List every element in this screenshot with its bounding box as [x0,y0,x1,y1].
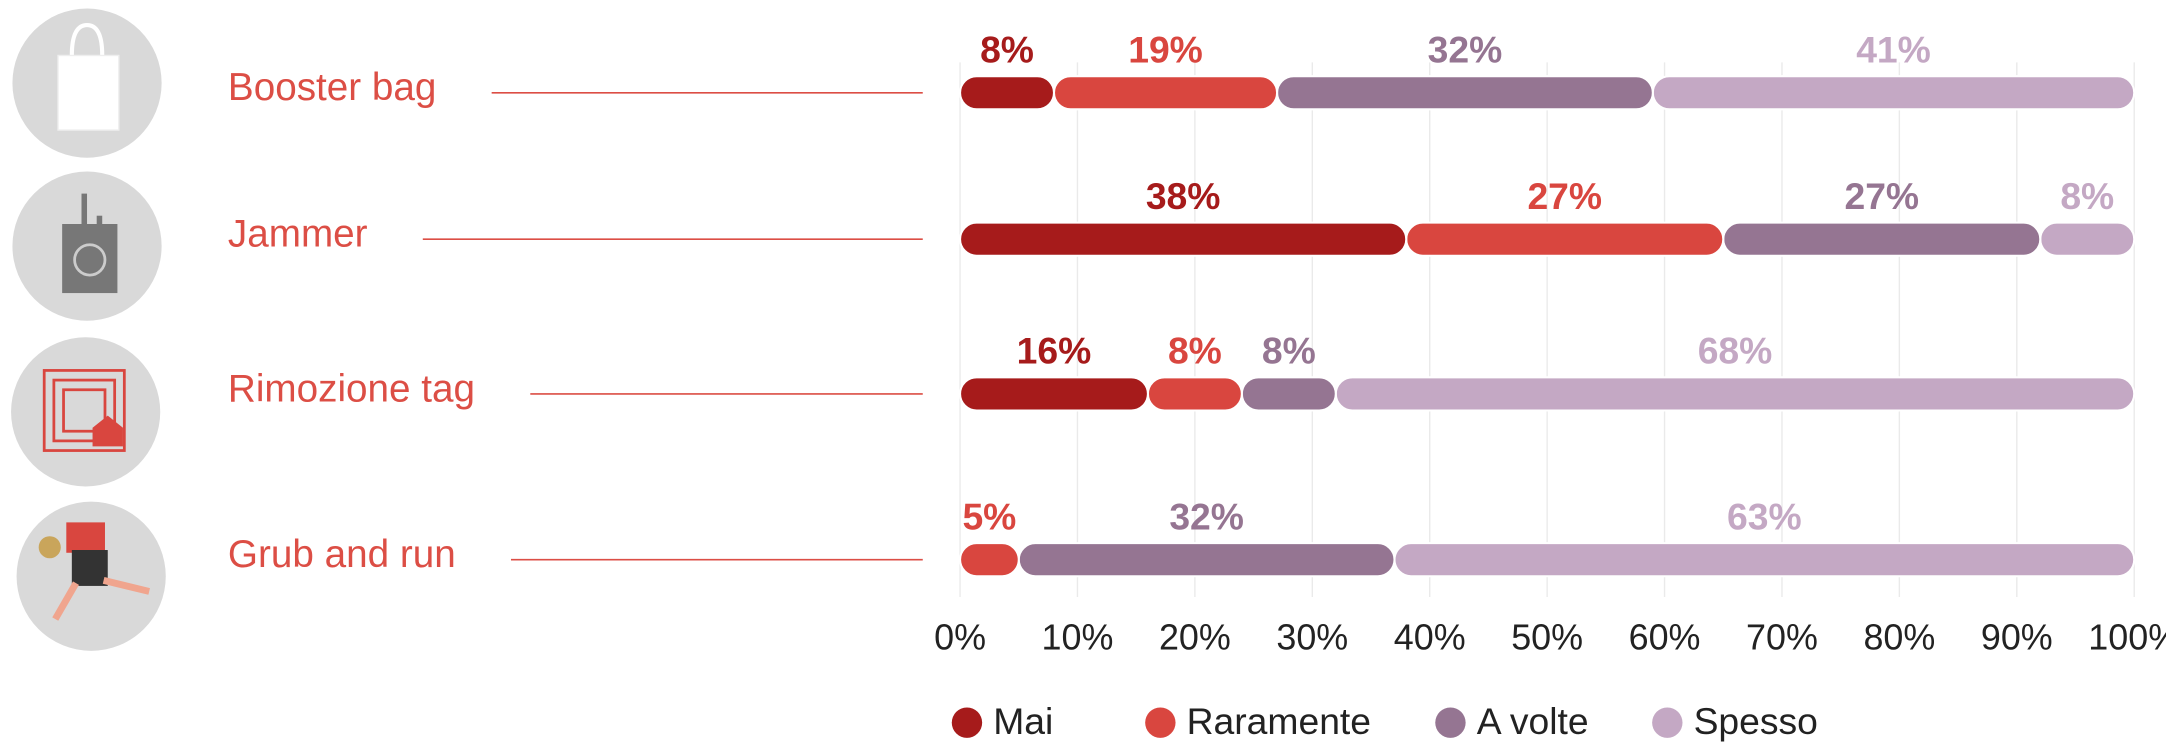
value-label: 27% [1844,175,1919,217]
value-label: 41% [1856,29,1931,71]
bar-segment [1052,75,1279,111]
legend-swatch [1652,707,1683,738]
value-label: 19% [1128,29,1203,71]
value-label: 63% [1727,495,1802,537]
x-tick-label: 100% [2088,616,2166,657]
bar-segment [1393,542,2136,578]
value-label: 16% [1017,330,1092,372]
x-tick-label: 70% [1746,616,1818,657]
category-label: Booster bag [228,66,436,109]
bar-segment [1651,75,2136,111]
x-tick-label: 30% [1276,616,1348,657]
x-tick-label: 10% [1042,616,1114,657]
bag-icon [57,23,120,131]
tag-icon [42,369,126,452]
category-label: Jammer [228,213,368,256]
runner-icon [38,522,151,621]
x-tick-label: 0% [934,616,986,657]
category-label: Grub and run [228,533,456,576]
x-tick-label: 50% [1511,616,1583,657]
x-tick-label: 20% [1159,616,1231,657]
bar-segment [1017,542,1396,578]
legend-label: Mai [993,700,1053,742]
x-tick-label: 40% [1394,616,1466,657]
legend-label: Spesso [1694,700,1818,742]
bar-segment [959,376,1149,412]
value-label: 32% [1169,495,1244,537]
bar-segment [2039,221,2136,257]
value-label: 27% [1527,175,1602,217]
value-label: 8% [1168,330,1222,372]
x-tick-label: 90% [1981,616,2053,657]
value-label: 8% [980,29,1034,71]
value-label: 68% [1698,330,1773,372]
value-label: 8% [2060,175,2114,217]
bar-segment [1405,221,1725,257]
bar-segment [1276,75,1654,111]
bar-segment [959,542,1020,578]
legend-swatch [1145,707,1176,738]
legend-swatch [1435,707,1466,738]
bar-segment [959,75,1056,111]
x-tick-label: 60% [1629,616,1701,657]
value-label: 38% [1146,175,1221,217]
legend-label: A volte [1477,700,1589,742]
category-label: Rimozione tag [228,367,475,410]
bar-segment [1146,376,1243,412]
legend-swatch [951,707,983,738]
bar-segment [959,221,1408,257]
bar-segment [1240,376,1337,412]
icons [11,8,166,651]
value-label: 5% [962,495,1016,537]
legend-label: Raramente [1187,700,1371,742]
bar-segment [1334,376,2136,412]
value-label: 32% [1428,29,1503,71]
icon-circle [11,337,161,487]
bar-segment [1722,221,2042,257]
jammer-icon [62,193,118,294]
value-label: 8% [1262,330,1316,372]
x-tick-label: 80% [1863,616,1935,657]
